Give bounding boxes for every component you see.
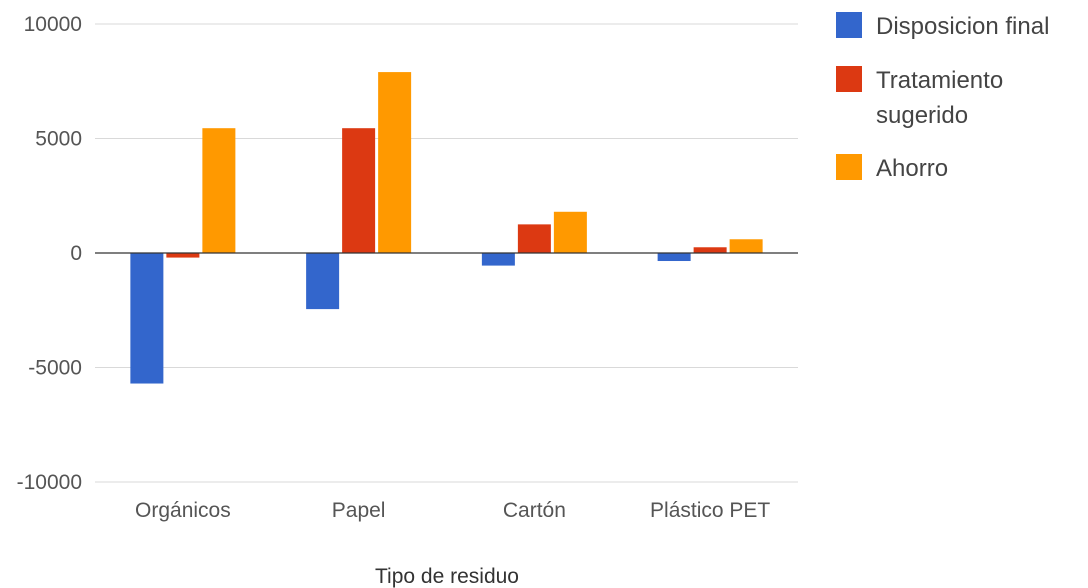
y-tick-label: 0	[70, 242, 82, 265]
x-category-label: Cartón	[503, 499, 566, 522]
x-axis-title: Tipo de residuo	[375, 565, 519, 588]
bar-tratamiento-sugerido	[693, 247, 727, 253]
legend-label: sugerido	[876, 102, 968, 129]
bar-ahorro	[553, 211, 587, 253]
x-category-label: Papel	[332, 499, 386, 522]
legend-swatch	[836, 12, 862, 38]
bar-ahorro	[202, 128, 236, 253]
x-category-label: Orgánicos	[135, 499, 231, 522]
y-tick-label: 5000	[35, 128, 82, 151]
bar-disposicion-final	[306, 253, 340, 310]
bar-disposicion-final	[481, 253, 515, 266]
legend-swatch	[836, 66, 862, 92]
x-category-label: Plástico PET	[650, 499, 770, 522]
legend-swatch	[836, 154, 862, 180]
bar-disposicion-final	[130, 253, 164, 384]
bar-layer	[130, 72, 763, 384]
label-layer: 10000 5000 0 -5000 -10000 Orgánicos Papel Cartó…	[17, 13, 771, 522]
y-tick-label: -5000	[28, 357, 82, 380]
y-tick-label: -10000	[17, 471, 82, 494]
bar-tratamiento-sugerido	[342, 128, 376, 253]
bar-ahorro	[729, 239, 763, 253]
legend: Disposicion final Tratamiento sugerido Ahor…	[836, 12, 1049, 182]
legend-label: Tratamiento	[876, 67, 1003, 94]
bar-ahorro	[378, 72, 412, 253]
bar-tratamiento-sugerido	[517, 224, 551, 253]
y-tick-label: 10000	[24, 13, 82, 36]
bar-tratamiento-sugerido	[166, 253, 200, 258]
bar-disposicion-final	[657, 253, 691, 262]
legend-label: Disposicion final	[876, 13, 1049, 40]
legend-label: Ahorro	[876, 155, 948, 182]
